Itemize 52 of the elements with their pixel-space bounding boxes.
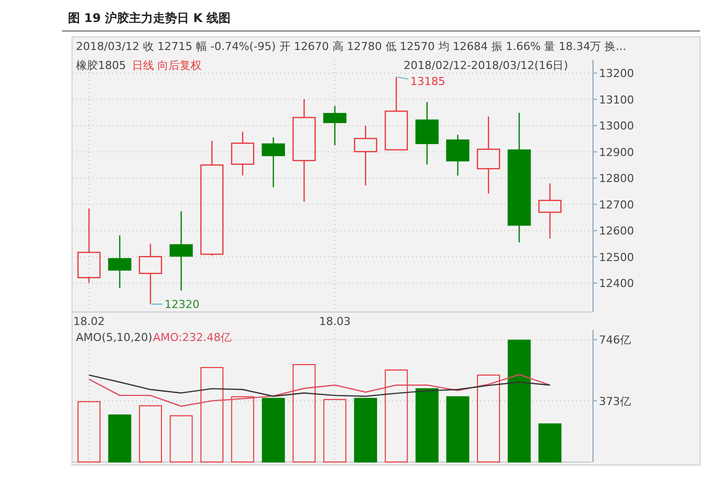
y-tick-label: 746亿 (599, 334, 631, 347)
candlestick (446, 134, 470, 176)
bar (323, 399, 346, 462)
chart-title: AMO(5,10,20) (76, 331, 152, 344)
y-tick-label: 12700 (599, 198, 634, 212)
y-tick-label: 13100 (599, 93, 634, 106)
y-tick-label: 12400 (599, 277, 634, 290)
candlestick (415, 101, 439, 166)
candlestick (138, 243, 162, 305)
candlestick (354, 125, 378, 186)
annotation: 12320 (164, 298, 200, 312)
annotation: 橡胶1805 (76, 59, 126, 72)
y-tick-label: 12600 (599, 224, 634, 238)
bar (200, 367, 224, 462)
candlestick (231, 131, 254, 176)
text: 2018/03/12 收 12715 幅 -0.74%(-95) 开 12670 高 12780 低 12570 均 12684 振 1.66% 量 18.34万 换... (76, 40, 626, 53)
bar (354, 398, 378, 462)
bar (446, 396, 470, 462)
bar (292, 364, 316, 462)
y-tick-label: 13000 (599, 120, 634, 133)
bar (384, 370, 408, 462)
annotation: AMO:232.48亿 (153, 331, 232, 344)
x-tick-label: 18.02 (73, 315, 105, 328)
candlestick (508, 112, 531, 244)
bar (508, 340, 531, 462)
y-tick-label: 373亿 (599, 394, 631, 408)
y-tick-label: 13200 (599, 67, 634, 80)
line-series (88, 374, 551, 397)
bar (262, 398, 285, 462)
bar (170, 415, 193, 462)
bar (108, 414, 132, 462)
bar (416, 388, 439, 462)
annotation: 日线 向后复权 (132, 59, 202, 72)
bar (538, 423, 562, 462)
x-tick-label: 18.03 (319, 315, 351, 328)
bar (78, 401, 100, 462)
candlestick (476, 116, 500, 194)
annotation: 13185 (410, 75, 446, 88)
bar (476, 374, 500, 462)
candlestick (538, 182, 562, 240)
y-tick-label: 12900 (599, 146, 634, 159)
candlestick (323, 105, 346, 146)
bar (138, 405, 162, 462)
y-tick-label: 12800 (599, 172, 634, 186)
candlestick (292, 98, 316, 202)
y-tick-label: 12500 (599, 250, 634, 264)
annotation: 2018/02/12-2018/03/12(16日) (404, 59, 568, 72)
line-series (88, 374, 551, 407)
bar (231, 396, 254, 462)
candlestick (108, 234, 132, 289)
chart-title: 图 19 沪胶主力走势日 K 线图 (68, 11, 231, 25)
candlestick (170, 210, 193, 292)
